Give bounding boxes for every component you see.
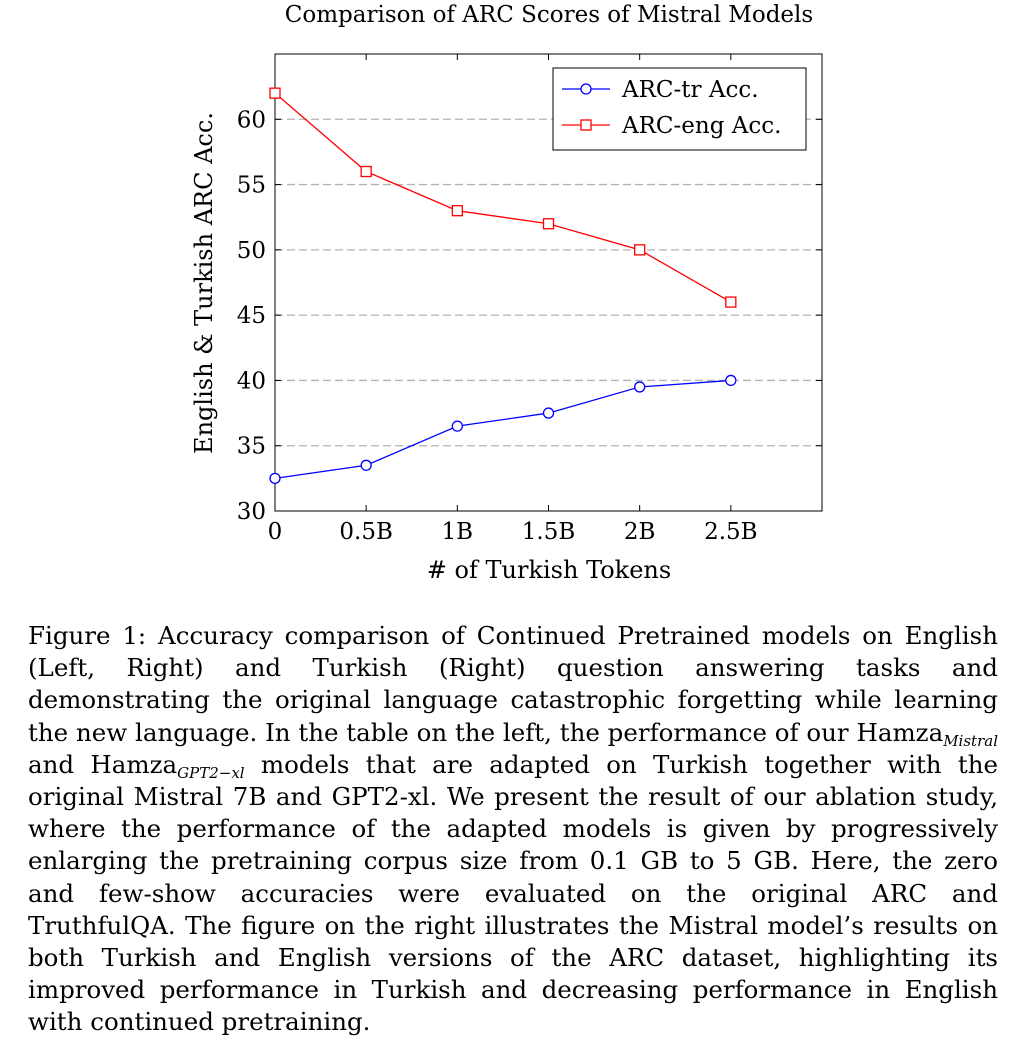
series-line-2: [274, 92, 732, 303]
data-point-1: [725, 374, 737, 387]
y-tick-label: 40: [237, 368, 266, 394]
data-point-2: [634, 244, 646, 256]
line-chart: Comparison of ARC Scores of Mistral Mode…: [190, 2, 823, 584]
y-tick-label: 45: [237, 303, 266, 329]
y-tick-label: 35: [237, 434, 266, 460]
x-tick-label: 1.5B: [522, 519, 575, 545]
y-axis-ticks: 30 35 40 45 50 55 60: [237, 107, 822, 525]
y-tick-label: 30: [237, 499, 266, 525]
data-point-2: [360, 165, 372, 178]
legend-marker-2: [580, 119, 592, 131]
x-tick-label: 2B: [624, 519, 656, 545]
data-point-2: [451, 205, 463, 217]
caption-text-2: models that are adapted on Turkish toget…: [28, 749, 999, 1037]
legend-label-1: ARC-tr Acc.: [621, 77, 759, 103]
x-tick-label: 2.5B: [704, 519, 757, 545]
x-axis-ticks: 0 0.5B 1B 1.5B 2B 2.5B: [268, 54, 758, 545]
series-layer: [269, 87, 737, 485]
grid-lines: [275, 118, 822, 447]
chart-title: Comparison of ARC Scores of Mistral Mode…: [285, 2, 813, 28]
figure-caption: Figure 1: Accuracy comparison of Continu…: [28, 620, 998, 1039]
y-tick-label: 60: [237, 107, 266, 133]
data-point-2: [269, 87, 281, 99]
hamza-gpt2-subscript: GPT2−xl: [177, 763, 245, 782]
data-point-1: [451, 420, 463, 432]
data-point-2: [725, 296, 737, 308]
y-tick-label: 55: [237, 173, 266, 199]
caption-text-1: Figure 1: Accuracy comparison of Continu…: [28, 621, 998, 747]
x-tick-label: 0: [268, 519, 283, 545]
legend: ARC-tr Acc. ARC-eng Acc.: [552, 67, 807, 151]
data-point-1: [360, 459, 372, 471]
x-tick-label: 0.5B: [339, 519, 392, 545]
hamza-gpt2-name: Hamza: [90, 749, 178, 779]
data-point-1: [269, 472, 281, 485]
data-point-2: [542, 218, 555, 230]
legend-marker-1: [580, 83, 592, 95]
y-tick-label: 50: [237, 238, 266, 264]
caption-and: and: [28, 749, 91, 779]
data-point-1: [634, 381, 646, 393]
y-axis-label: English & Turkish ARC Acc.: [190, 112, 218, 454]
x-axis-label: # of Turkish Tokens: [427, 556, 671, 584]
data-point-1: [542, 407, 555, 419]
x-tick-label: 1B: [442, 519, 474, 545]
hamza-mistral-name: Hamza: [856, 717, 944, 747]
legend-label-2: ARC-eng Acc.: [621, 113, 781, 139]
legend-box: [552, 67, 807, 151]
hamza-mistral-subscript: Mistral: [943, 731, 998, 750]
series-line-1: [274, 379, 731, 480]
